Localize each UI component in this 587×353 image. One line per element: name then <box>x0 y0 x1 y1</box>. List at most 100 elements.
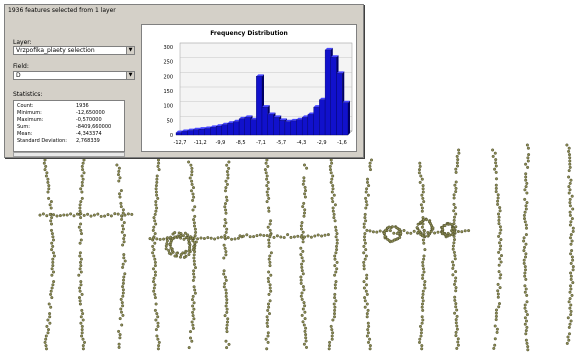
survey-point <box>47 302 51 306</box>
survey-point <box>366 331 370 335</box>
survey-point <box>78 206 82 210</box>
survey-point <box>223 314 227 318</box>
survey-point <box>568 306 572 310</box>
stat-value: -8409,660000 <box>76 124 112 130</box>
survey-point <box>366 177 370 181</box>
survey-point <box>153 296 157 300</box>
survey-point <box>269 251 273 255</box>
survey-point <box>525 319 529 323</box>
survey-point <box>333 254 337 258</box>
survey-point <box>264 171 268 175</box>
survey-point <box>46 177 50 181</box>
survey-point <box>309 235 313 239</box>
survey-point <box>52 251 56 255</box>
survey-point <box>366 308 370 312</box>
survey-point <box>196 237 200 241</box>
survey-point <box>47 184 51 188</box>
bar-top <box>336 71 345 74</box>
survey-point <box>455 327 459 331</box>
survey-point <box>156 158 160 162</box>
survey-point <box>333 273 337 277</box>
bar-top <box>330 55 339 58</box>
survey-point <box>303 185 307 189</box>
survey-point <box>304 333 308 337</box>
survey-point <box>52 270 56 274</box>
survey-point <box>569 242 573 246</box>
survey-point <box>419 334 423 338</box>
chevron-down-icon[interactable]: ▼ <box>126 72 134 79</box>
survey-point <box>224 291 228 295</box>
survey-point <box>266 340 270 344</box>
survey-point <box>363 241 367 245</box>
survey-point <box>526 159 530 163</box>
survey-point <box>266 276 270 280</box>
survey-point <box>300 256 304 260</box>
survey-point <box>333 257 337 261</box>
survey-point <box>526 146 530 150</box>
statistics-list[interactable]: Count: 1936 Minimum: -12,650000 Maximum:… <box>13 100 125 152</box>
survey-point <box>49 305 53 309</box>
survey-point <box>82 340 86 344</box>
statistics-dialog: 1936 features selected from 1 layer Laye… <box>4 4 364 158</box>
survey-point <box>267 209 271 213</box>
survey-point <box>567 185 571 189</box>
survey-point <box>156 324 160 328</box>
survey-point <box>303 304 307 308</box>
survey-point <box>568 153 572 157</box>
survey-point <box>155 193 159 197</box>
survey-point <box>365 273 369 277</box>
survey-point <box>78 209 82 213</box>
survey-point <box>169 246 173 250</box>
survey-point <box>255 234 259 238</box>
survey-point <box>248 235 252 239</box>
survey-point <box>331 174 335 178</box>
bar <box>301 117 309 136</box>
survey-point <box>334 299 338 303</box>
survey-point <box>522 249 526 253</box>
survey-point <box>299 281 303 285</box>
survey-point <box>151 236 155 240</box>
survey-point <box>334 251 338 255</box>
survey-point <box>99 214 103 218</box>
survey-point <box>329 171 333 175</box>
survey-point <box>267 244 271 248</box>
x-tick-label: -9,9 <box>216 140 226 146</box>
survey-point <box>421 190 425 194</box>
survey-point <box>496 193 500 197</box>
survey-point <box>299 253 303 257</box>
survey-point <box>224 288 228 292</box>
survey-point <box>72 214 76 218</box>
survey-point <box>418 180 422 184</box>
field-select[interactable]: D ▼ <box>13 71 135 80</box>
survey-point <box>305 345 309 349</box>
survey-point <box>225 307 229 311</box>
horizontal-scrollbar[interactable] <box>13 152 125 157</box>
bar <box>296 119 303 136</box>
survey-point <box>364 248 368 252</box>
survey-point <box>363 212 367 216</box>
survey-point <box>409 231 413 235</box>
chevron-down-icon[interactable]: ▼ <box>126 47 134 54</box>
survey-point <box>121 294 125 298</box>
bar <box>187 130 194 136</box>
survey-point <box>258 233 262 237</box>
survey-point <box>443 224 447 228</box>
survey-point <box>452 193 456 197</box>
survey-point <box>523 303 527 307</box>
layer-select[interactable]: Vrzpofika_plaety selection ▼ <box>13 46 135 55</box>
survey-point <box>155 206 159 210</box>
survey-point <box>154 328 158 332</box>
survey-point <box>179 234 183 238</box>
survey-point <box>223 218 227 222</box>
survey-point <box>569 284 573 288</box>
survey-point <box>495 308 499 312</box>
survey-point <box>454 321 458 325</box>
survey-point <box>117 192 121 196</box>
survey-point <box>267 305 271 309</box>
survey-point <box>156 196 160 200</box>
survey-point <box>365 315 369 319</box>
survey-point <box>567 191 571 195</box>
survey-point <box>89 214 93 218</box>
survey-point <box>192 307 196 311</box>
